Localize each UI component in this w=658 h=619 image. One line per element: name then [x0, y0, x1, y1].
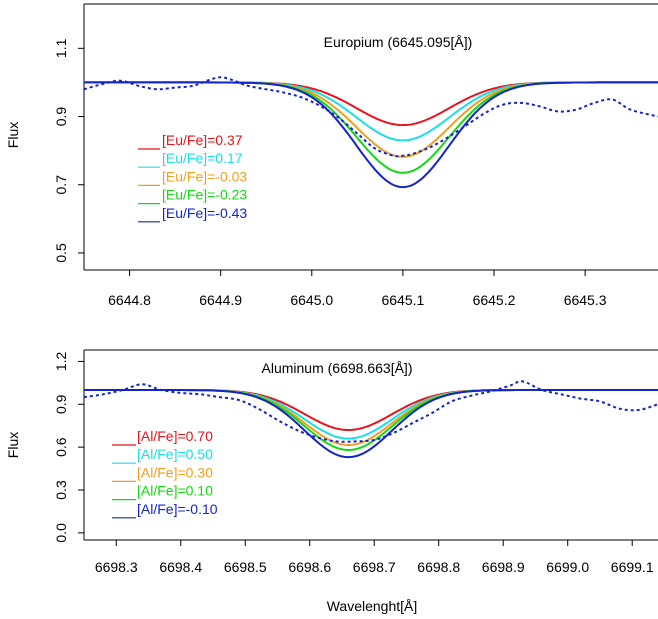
model-series-line	[84, 81, 658, 127]
line-annotation: Europium (6645.095[Å])	[324, 34, 473, 50]
legend-label: [Al/Fe]=0.70	[137, 428, 213, 444]
plot-area	[84, 380, 658, 459]
legend-label: [Eu/Fe]=0.17	[162, 150, 243, 166]
x-tick-label: 6699.0	[546, 559, 589, 575]
plot-area	[84, 76, 658, 189]
y-axis-title: Flux	[5, 122, 21, 148]
line-annotation: Aluminum (6698.663[Å])	[262, 360, 413, 376]
legend-label: [Al/Fe]=0.50	[137, 446, 213, 462]
x-tick-label: 6698.9	[482, 559, 525, 575]
model-series-line	[84, 81, 658, 189]
x-tick-label: 6644.8	[108, 292, 151, 308]
x-tick-label: 6644.9	[199, 292, 242, 308]
legend-label: [Al/Fe]=0.30	[137, 464, 213, 480]
x-tick-label: 6698.7	[353, 559, 396, 575]
legend-label: [Eu/Fe]=-0.23	[162, 187, 247, 203]
x-tick-label: 6698.6	[288, 559, 331, 575]
x-tick-label: 6645.1	[381, 292, 424, 308]
legend-label: [Eu/Fe]=-0.03	[162, 168, 247, 184]
y-tick-label: 0.3	[53, 480, 69, 500]
y-tick-label: 0.0	[53, 523, 69, 543]
x-tick-label: 6698.4	[159, 559, 202, 575]
y-tick-label: 0.9	[53, 394, 69, 414]
model-series-line	[84, 389, 658, 459]
aluminum-panel: 6698.3 6698.4 6698.5 6698.6 6698.7 6698.8 6698…	[5, 349, 658, 575]
y-tick-label: 0.7	[53, 175, 69, 195]
legend-label: [Eu/Fe]=0.37	[162, 132, 243, 148]
legend-label: [Al/Fe]=0.10	[137, 483, 213, 499]
y-tick-label: 1.1	[53, 38, 69, 58]
y-tick-label: 0.9	[53, 107, 69, 127]
europium-panel: 6644.8 6644.9 6645.0 6645.1 6645.2 6645.3 0.5 0…	[5, 3, 658, 308]
x-tick-label: 6699.1	[611, 559, 654, 575]
observed-spectrum-line	[84, 380, 658, 443]
y-axis-title: Flux	[5, 432, 21, 458]
x-tick-label: 6698.3	[95, 559, 138, 575]
x-tick-label: 6698.8	[417, 559, 460, 575]
model-series-line	[84, 389, 658, 431]
legend-label: [Eu/Fe]=-0.43	[162, 205, 247, 221]
x-tick-label: 6645.2	[473, 292, 516, 308]
y-tick-label: 0.5	[53, 243, 69, 263]
x-tick-label: 6645.0	[290, 292, 333, 308]
x-axis-title: Wavelenght[Å]	[327, 598, 418, 614]
y-tick-label: 0.6	[53, 437, 69, 457]
x-tick-label: 6645.3	[564, 292, 607, 308]
observed-spectrum-line	[84, 76, 658, 158]
x-tick-label: 6698.5	[224, 559, 267, 575]
y-tick-label: 1.2	[53, 351, 69, 371]
legend-label: [Al/Fe]=-0.10	[137, 501, 218, 517]
